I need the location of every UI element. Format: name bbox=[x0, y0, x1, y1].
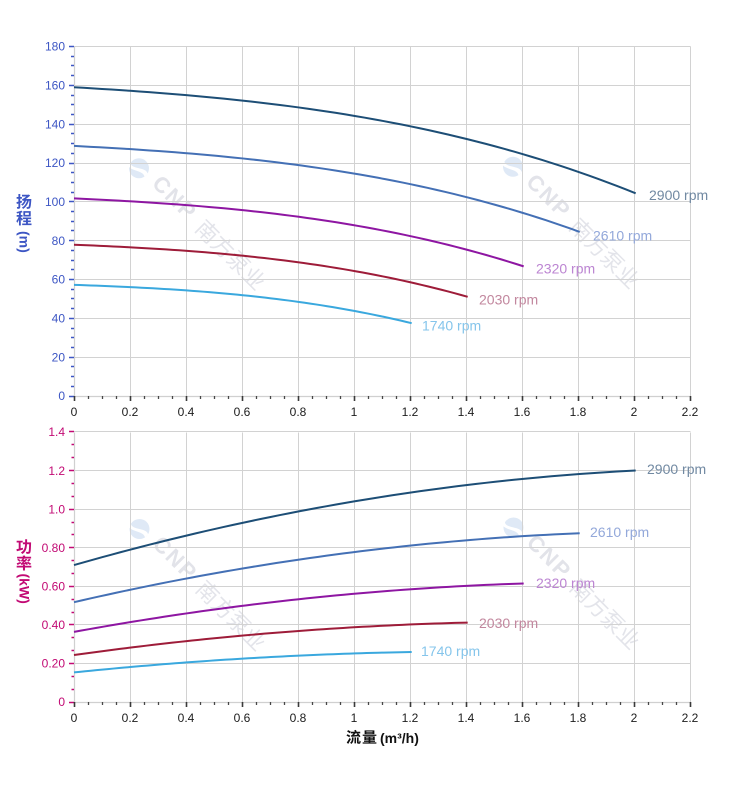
svg-text:2610 rpm: 2610 rpm bbox=[590, 524, 649, 540]
svg-text:40: 40 bbox=[52, 312, 66, 326]
svg-text:0.80: 0.80 bbox=[42, 541, 66, 555]
svg-text:1: 1 bbox=[351, 711, 358, 725]
svg-text:1.2: 1.2 bbox=[48, 464, 65, 478]
svg-text:0.6: 0.6 bbox=[234, 405, 251, 419]
svg-text:2.2: 2.2 bbox=[682, 711, 699, 725]
svg-text:0.8: 0.8 bbox=[290, 711, 307, 725]
svg-text:2610 rpm: 2610 rpm bbox=[593, 228, 652, 244]
svg-text:1.6: 1.6 bbox=[514, 405, 531, 419]
svg-text:1.8: 1.8 bbox=[570, 405, 587, 419]
svg-text:1740 rpm: 1740 rpm bbox=[422, 318, 481, 334]
svg-text:1740 rpm: 1740 rpm bbox=[421, 643, 480, 659]
svg-text:0.2: 0.2 bbox=[122, 711, 139, 725]
svg-text:2.2: 2.2 bbox=[682, 405, 699, 419]
svg-text:0.8: 0.8 bbox=[290, 405, 307, 419]
svg-text:1.6: 1.6 bbox=[514, 711, 531, 725]
svg-text:1: 1 bbox=[351, 405, 358, 419]
svg-text:0: 0 bbox=[71, 711, 78, 725]
svg-text:(m³/h): (m³/h) bbox=[380, 730, 419, 746]
svg-text:180: 180 bbox=[45, 40, 65, 54]
svg-text:0.40: 0.40 bbox=[42, 618, 66, 632]
svg-text:2320 rpm: 2320 rpm bbox=[536, 575, 595, 591]
svg-text:0.4: 0.4 bbox=[178, 711, 195, 725]
svg-text:0.4: 0.4 bbox=[178, 405, 195, 419]
svg-text:0.2: 0.2 bbox=[122, 405, 139, 419]
svg-text:2: 2 bbox=[631, 711, 638, 725]
svg-text:2: 2 bbox=[631, 405, 638, 419]
svg-text:140: 140 bbox=[45, 117, 65, 131]
svg-text:1.0: 1.0 bbox=[48, 502, 65, 516]
svg-text:2030 rpm: 2030 rpm bbox=[479, 615, 538, 631]
svg-text:100: 100 bbox=[45, 195, 65, 209]
svg-text:1.4: 1.4 bbox=[458, 405, 475, 419]
svg-text:2900 rpm: 2900 rpm bbox=[647, 461, 706, 477]
svg-text:0.20: 0.20 bbox=[42, 657, 66, 671]
svg-text:0: 0 bbox=[58, 389, 65, 403]
svg-text:120: 120 bbox=[45, 156, 65, 170]
svg-text:1.4: 1.4 bbox=[458, 711, 475, 725]
svg-text:1.2: 1.2 bbox=[402, 711, 419, 725]
svg-text:60: 60 bbox=[52, 273, 66, 287]
svg-text:(m): (m) bbox=[17, 231, 33, 253]
svg-text:2030 rpm: 2030 rpm bbox=[479, 292, 538, 308]
svg-text:2900 rpm: 2900 rpm bbox=[649, 187, 708, 203]
svg-text:0: 0 bbox=[58, 695, 65, 709]
svg-text:0.60: 0.60 bbox=[42, 579, 66, 593]
svg-text:160: 160 bbox=[45, 79, 65, 93]
svg-text:80: 80 bbox=[52, 234, 66, 248]
svg-text:1.4: 1.4 bbox=[48, 425, 65, 439]
svg-text:0.6: 0.6 bbox=[234, 711, 251, 725]
svg-text:(kW): (kW) bbox=[17, 574, 33, 604]
svg-text:2320 rpm: 2320 rpm bbox=[536, 261, 595, 277]
svg-text:1.2: 1.2 bbox=[402, 405, 419, 419]
svg-text:20: 20 bbox=[52, 350, 66, 364]
svg-text:0: 0 bbox=[71, 405, 78, 419]
svg-text:1.8: 1.8 bbox=[570, 711, 587, 725]
